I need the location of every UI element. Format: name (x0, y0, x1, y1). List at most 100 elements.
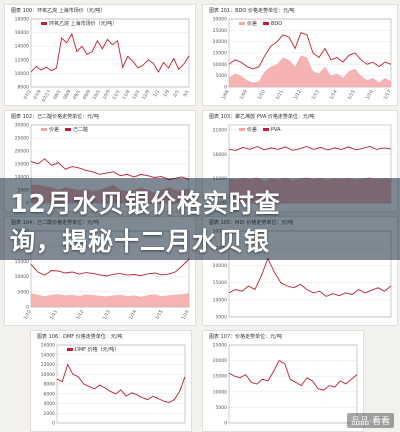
y-tick-label: 12000 (41, 362, 55, 368)
x-tick-label: 08/9 (62, 89, 72, 101)
chart-panel-7: 图表 107：价格走势单位：元/吨 0 5000 10000 15000 20000 250… (202, 330, 364, 432)
x-tick-label: 1/10 (256, 89, 266, 101)
legend-label: DMF 价格（元/吨） (75, 346, 119, 353)
y-tick-label: 15000 (15, 162, 29, 168)
series-area-0 (31, 293, 189, 307)
y-tick-label: 0 (26, 305, 29, 311)
y-tick-label: 14000 (41, 352, 55, 358)
x-tick-label: 1/12 (75, 309, 85, 321)
chart-caption: 图表 103：聚乙烯醇 PVA 价格走势单位：元/吨 (209, 114, 315, 120)
x-tick-label: 08/1 (52, 89, 62, 101)
y-tick-label: 10000 (15, 175, 29, 181)
y-tick-label: 5000 (18, 289, 30, 295)
x-tick-label: 07/17 (41, 89, 53, 103)
x-tick-label: 1/09 (238, 89, 248, 101)
legend-swatch (239, 128, 245, 131)
y-tick-label: 10000 (213, 62, 227, 68)
banner-line-2: 询，揭秘十二月水贝银 (10, 227, 271, 256)
y-tick-label: 30000 (15, 123, 29, 129)
x-tick-label: 12/9 (141, 89, 151, 101)
chart-panel-1: 图表 101：BDO 价格走势单位：元/吨 0 5000 10000 15000 2000… (202, 4, 398, 106)
chart-svg: 0 5000 10000 15000 20000 25000 (213, 343, 358, 427)
x-tick-label: 1/16 (364, 89, 374, 101)
legend-swatch (41, 22, 47, 25)
x-tick-label: 11/1 (111, 89, 121, 101)
x-tick-label: 1/1 (152, 89, 161, 98)
chart-caption: 图表 106：DMF 价格走势单位：元/吨 (37, 334, 123, 340)
legend-label: 己二酸 (73, 126, 88, 133)
x-tick-label: 11/9 (121, 89, 131, 101)
x-tick-label: 10/9 (101, 89, 111, 101)
y-tick-label: 10000 (213, 389, 227, 395)
legend-swatch (263, 128, 269, 131)
x-tick-label: 1/15 (346, 89, 356, 101)
legend-label: 价差 (247, 126, 257, 133)
chart-panel-0: 图表 100：环氧乙烷 上海市场价（元/吨） 8000 10000 12000 1400… (4, 4, 196, 106)
x-tick-label: 1/14 (128, 309, 138, 321)
plot-frame (56, 344, 186, 424)
x-tick-label: 10/1 (92, 89, 102, 101)
x-tick-label: 1/11 (274, 89, 284, 101)
x-tick-label: 2/1 (172, 89, 181, 98)
plot-frame (228, 344, 358, 424)
y-tick-label: 20000 (213, 39, 227, 45)
legend-swatch (65, 128, 71, 131)
y-tick-label: 20000 (15, 149, 29, 155)
x-tick-label: 3/1 (182, 89, 191, 98)
legend-label: BDO (271, 21, 282, 27)
x-tick-label: 1/10 (22, 309, 32, 321)
legend-swatch (67, 348, 73, 351)
series-line-1 (30, 258, 190, 277)
x-tick-label: 1/15 (154, 309, 164, 321)
y-tick-label: 16000 (41, 343, 55, 349)
legend-label: 环氧乙烷 上海市场价（元/吨） (49, 20, 117, 27)
legend-label: 价差 (49, 126, 59, 133)
y-tick-label: 15000 (213, 280, 227, 286)
y-tick-label: 0 (52, 421, 55, 427)
y-tick-label: 0 (224, 421, 227, 427)
series-line-1 (228, 32, 392, 70)
legend-label: 价差 (247, 20, 257, 27)
x-tick-label: 07/9 (32, 89, 42, 101)
y-tick-label: 8000 (44, 382, 56, 388)
y-tick-label: 6000 (44, 391, 56, 397)
chart-caption: 图表 101：BDO 价格走势单位：元/吨 (209, 8, 295, 14)
watermark-logo: 品品·看看 (347, 413, 394, 428)
y-tick-label: 25000 (15, 136, 29, 142)
chart-caption: 图表 107：价格走势单位：元/吨 (209, 334, 282, 340)
y-tick-label: 10000 (15, 71, 29, 77)
y-tick-label: 21000 (213, 127, 227, 133)
y-tick-label: 10000 (213, 297, 227, 303)
x-tick-label: 1/13 (310, 89, 320, 101)
y-tick-label: 5000 (216, 405, 228, 411)
x-tick-label: 1/12 (292, 89, 302, 101)
x-tick-label: 12/1 (131, 89, 141, 101)
y-tick-label: 0 (224, 85, 227, 91)
y-tick-label: 2000 (44, 411, 56, 417)
chart-svg: 8000 10000 12000 14000 16000 18000 07/1 07/9 07/… (15, 17, 191, 104)
x-tick-label: 1/11 (49, 309, 59, 321)
banner-line-1: 12月水贝银价格实时查 (10, 189, 281, 218)
x-tick-label: 1/17 (382, 89, 392, 101)
y-tick-label: 15000 (15, 259, 29, 265)
y-tick-label: 5000 (216, 315, 228, 321)
chart-svg: 0 2000 4000 6000 8000 10000 12000 14000 16000 DMF… (41, 343, 186, 427)
y-tick-label: 25000 (213, 28, 227, 34)
x-tick-label: 1/13 (101, 309, 111, 321)
x-tick-label: 09/1 (72, 89, 82, 101)
y-tick-label: 16000 (213, 152, 227, 158)
y-tick-label: 25000 (213, 343, 227, 349)
legend-swatch (263, 22, 269, 25)
title-banner: 12月水贝银价格实时查 询，揭秘十二月水贝银 (0, 178, 400, 260)
x-tick-label: 1/08 (220, 89, 230, 101)
series-line-0 (228, 257, 392, 297)
y-tick-label: 8000 (18, 85, 30, 91)
series-line-0 (30, 32, 190, 73)
legend-swatch (239, 22, 245, 25)
x-tick-label: 07/1 (22, 89, 32, 101)
y-tick-label: 15000 (213, 374, 227, 380)
series-line-0 (56, 363, 186, 403)
y-tick-label: 20000 (213, 263, 227, 269)
y-tick-label: 4000 (44, 401, 56, 407)
